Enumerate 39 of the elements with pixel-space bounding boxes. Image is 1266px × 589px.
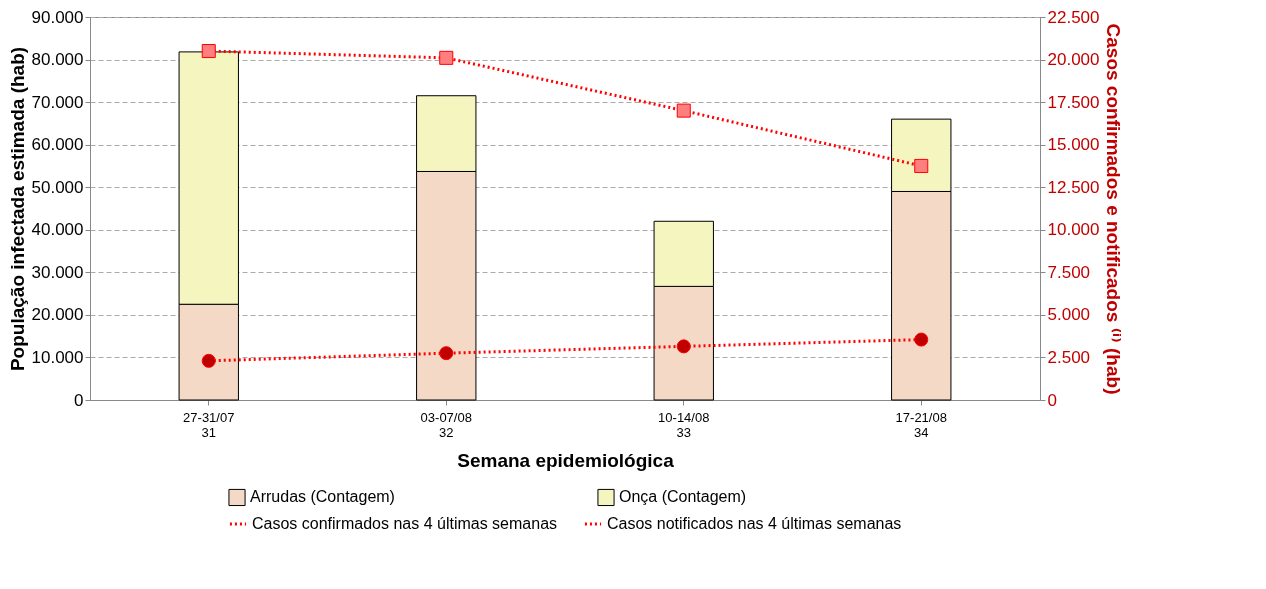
y-tick-label: 30.000	[31, 262, 84, 282]
point	[676, 339, 691, 354]
y2-tick-label: 7.500	[1047, 262, 1091, 282]
x-tick-label: 03-07/08 32	[420, 409, 472, 440]
y-tick-label: 10.000	[31, 347, 84, 367]
legend-label: Arrudas (Contagem)	[250, 488, 395, 506]
point	[914, 332, 929, 347]
point	[439, 50, 454, 65]
y-tick-label: 60.000	[31, 135, 84, 155]
legend-label: Casos confirmados nas 4 últimas semanas	[252, 515, 558, 532]
y2-tick-label: 2.500	[1047, 347, 1091, 367]
y-tick-label: 50.000	[31, 177, 84, 197]
y2-tick-label: 17.500	[1047, 92, 1100, 112]
legend-label: Onça (Contagem)	[619, 488, 747, 506]
x-axis-title: Semana epidemiológica	[457, 449, 675, 471]
point	[201, 44, 216, 59]
y2-tick-label: 15.000	[1047, 135, 1100, 155]
y2-tick-label: 22.500	[1047, 7, 1100, 27]
y-tick-label: 0	[74, 390, 84, 410]
y2-tick-label: 0	[1047, 390, 1057, 410]
x-tick-label: 17-21/08 34	[895, 409, 947, 440]
y-tick-label: 20.000	[31, 305, 84, 325]
y2-tick-label: 5.000	[1047, 305, 1091, 325]
y2-tick-label: 10.000	[1047, 220, 1100, 240]
y-tick-label: 40.000	[31, 220, 84, 240]
x-tick-label: 10-14/08 33	[658, 409, 710, 440]
point	[676, 103, 691, 118]
point	[914, 158, 929, 173]
y-tick-label: 70.000	[31, 92, 84, 112]
legend-label: Casos notificados nas 4 últimas semanas	[607, 515, 902, 532]
point	[201, 353, 216, 368]
point	[439, 346, 454, 361]
y-tick-label: 80.000	[31, 50, 84, 70]
y2-tick-label: 12.500	[1047, 177, 1100, 197]
x-tick-label: 27-31/07 31	[183, 409, 235, 440]
y-axis-title: População infectada estimada (hab)	[6, 46, 28, 372]
y2-axis-title: Casos confirmados e notificados ⁽ⁱ⁾ (hab)	[1103, 23, 1125, 395]
y-tick-label: 90.000	[31, 7, 84, 27]
y2-tick-label: 20.000	[1047, 50, 1100, 70]
